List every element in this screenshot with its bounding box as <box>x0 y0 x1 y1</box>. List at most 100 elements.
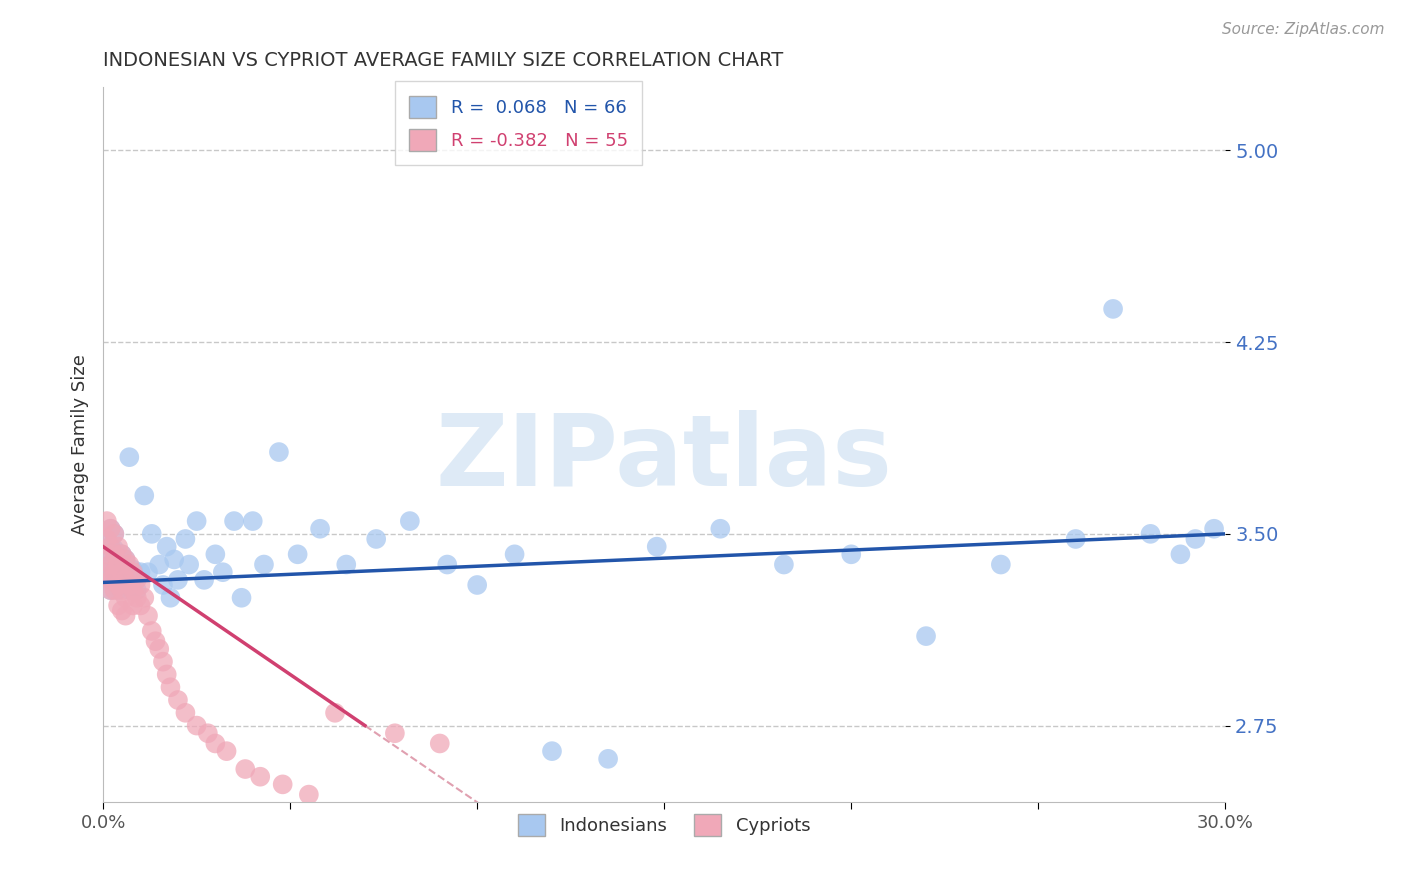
Point <box>231 591 253 605</box>
Point <box>122 563 145 577</box>
Point <box>335 558 357 572</box>
Point <box>118 450 141 465</box>
Point <box>103 558 125 572</box>
Point <box>100 583 122 598</box>
Point <box>111 563 134 577</box>
Point <box>134 591 156 605</box>
Point <box>107 558 129 572</box>
Point <box>159 591 181 605</box>
Point <box>598 752 620 766</box>
Point <box>96 565 118 579</box>
Point <box>298 788 321 802</box>
Point <box>186 514 208 528</box>
Point <box>96 565 118 579</box>
Point <box>645 540 668 554</box>
Point <box>103 547 125 561</box>
Point <box>384 726 406 740</box>
Point <box>114 552 136 566</box>
Point <box>429 736 451 750</box>
Point <box>1170 547 1192 561</box>
Legend: Indonesians, Cypriots: Indonesians, Cypriots <box>510 807 818 843</box>
Point <box>134 489 156 503</box>
Point <box>287 547 309 561</box>
Point <box>100 540 122 554</box>
Point <box>366 532 388 546</box>
Point <box>118 558 141 572</box>
Point <box>990 558 1012 572</box>
Point <box>111 547 134 561</box>
Point <box>114 573 136 587</box>
Point <box>163 552 186 566</box>
Point <box>204 736 226 750</box>
Point <box>249 770 271 784</box>
Point <box>118 578 141 592</box>
Point <box>709 522 731 536</box>
Point <box>399 514 422 528</box>
Point <box>111 603 134 617</box>
Point <box>323 706 346 720</box>
Point <box>107 540 129 554</box>
Point <box>773 558 796 572</box>
Point <box>309 522 332 536</box>
Point <box>107 565 129 579</box>
Point <box>211 565 233 579</box>
Point <box>111 578 134 592</box>
Point <box>107 547 129 561</box>
Point <box>125 583 148 598</box>
Point <box>100 558 122 572</box>
Point <box>114 552 136 566</box>
Point <box>839 547 862 561</box>
Point <box>148 558 170 572</box>
Point <box>129 565 152 579</box>
Point <box>156 667 179 681</box>
Point <box>114 608 136 623</box>
Point <box>103 583 125 598</box>
Point <box>1064 532 1087 546</box>
Point <box>103 526 125 541</box>
Point <box>503 547 526 561</box>
Point <box>167 693 190 707</box>
Point <box>541 744 564 758</box>
Point <box>103 542 125 557</box>
Point <box>1184 532 1206 546</box>
Point <box>111 583 134 598</box>
Point <box>114 591 136 605</box>
Text: Source: ZipAtlas.com: Source: ZipAtlas.com <box>1222 22 1385 37</box>
Point <box>1202 522 1225 536</box>
Point <box>242 514 264 528</box>
Point <box>1139 526 1161 541</box>
Point <box>125 591 148 605</box>
Point <box>152 655 174 669</box>
Point <box>100 522 122 536</box>
Point <box>100 540 122 554</box>
Point <box>111 565 134 579</box>
Text: INDONESIAN VS CYPRIOT AVERAGE FAMILY SIZE CORRELATION CHART: INDONESIAN VS CYPRIOT AVERAGE FAMILY SIZ… <box>103 51 783 70</box>
Point <box>179 558 201 572</box>
Point <box>114 573 136 587</box>
Point <box>118 583 141 598</box>
Point <box>107 599 129 613</box>
Point <box>122 599 145 613</box>
Point <box>197 726 219 740</box>
Point <box>186 718 208 732</box>
Point <box>100 522 122 536</box>
Point <box>129 599 152 613</box>
Point <box>136 565 159 579</box>
Point <box>167 573 190 587</box>
Point <box>122 583 145 598</box>
Point <box>915 629 938 643</box>
Point <box>174 532 197 546</box>
Point <box>465 578 488 592</box>
Point <box>103 573 125 587</box>
Point <box>96 532 118 546</box>
Point <box>96 514 118 528</box>
Point <box>204 547 226 561</box>
Point <box>100 558 122 572</box>
Point <box>253 558 276 572</box>
Point <box>103 526 125 541</box>
Point <box>156 540 179 554</box>
Point <box>267 445 290 459</box>
Point <box>145 634 167 648</box>
Point <box>159 680 181 694</box>
Point <box>103 565 125 579</box>
